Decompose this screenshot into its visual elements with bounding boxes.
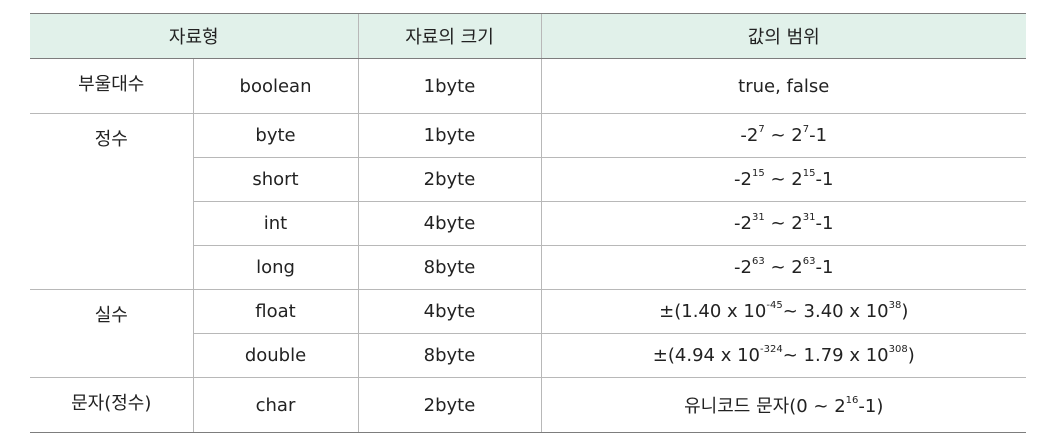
header-type: 자료형 [30, 13, 358, 59]
type-cell: boolean [192, 58, 358, 114]
size-cell: 2byte [357, 377, 541, 433]
range-min: 유니코드 문자(0 ~ 2 [684, 396, 846, 417]
table-row: 부울대수 boolean 1byte true, false [30, 58, 1026, 114]
header-row: 자료형 자료의 크기 값의 범위 [30, 13, 1026, 59]
range-max-suffix: -1) [858, 396, 884, 417]
range-min-exponent: 7 [758, 124, 765, 135]
range-separator: ~ [782, 345, 798, 366]
data-type-table: 자료형 자료의 크기 값의 범위 부울대수 boolean 1byte true… [30, 13, 1026, 433]
header-size: 자료의 크기 [357, 13, 541, 59]
range-cell: -231 ~ 231-1 [540, 201, 1026, 246]
range-cell: 유니코드 문자(0 ~ 216-1) [540, 377, 1026, 433]
range-separator: ~ [770, 257, 786, 278]
range-max-suffix: -1 [815, 257, 834, 278]
range-max-suffix: ) [907, 345, 915, 366]
plus-minus-sign: ± [652, 345, 668, 366]
type-cell: float [192, 289, 358, 334]
type-cell: char [192, 377, 358, 433]
size-cell: 2byte [357, 157, 541, 202]
size-cell: 8byte [357, 245, 541, 290]
range-max-suffix: -1 [815, 213, 834, 234]
table-row: int 4byte -231 ~ 231-1 [30, 201, 1026, 246]
size-cell: 4byte [357, 201, 541, 246]
category-cell: 정수 [30, 113, 194, 290]
range-separator: ~ [770, 125, 786, 146]
category-cell: 부울대수 [30, 58, 194, 114]
range-min: (4.94 x 10 [667, 345, 760, 366]
range-min: (1.40 x 10 [674, 301, 767, 322]
range-min-exponent: 63 [752, 256, 765, 267]
size-cell: 1byte [357, 113, 541, 158]
category-cell: 문자(정수) [30, 377, 194, 433]
type-cell: long [193, 245, 358, 290]
range-cell: -263 ~ 263-1 [540, 245, 1026, 290]
range-max-exponent: 308 [888, 344, 908, 355]
range-cell: ±(1.40 x 10-45~ 3.40 x 1038) [540, 289, 1026, 334]
range-separator: ~ [770, 213, 786, 234]
type-cell: short [193, 157, 358, 202]
range-cell: -27 ~ 27-1 [540, 113, 1026, 158]
table-row: double 8byte ±(4.94 x 10-324~ 1.79 x 103… [30, 333, 1026, 378]
range-separator: ~ [770, 169, 786, 190]
range-max: 2 [791, 169, 803, 190]
size-cell: 4byte [357, 289, 541, 334]
range-separator: ~ [782, 301, 798, 322]
table-row: long 8byte -263 ~ 263-1 [30, 245, 1026, 290]
size-cell: 1byte [357, 58, 541, 114]
type-cell: byte [192, 113, 358, 158]
range-max-exponent: 63 [802, 256, 816, 267]
table-row: 실수 float 4byte ±(1.40 x 10-45~ 3.40 x 10… [30, 289, 1026, 378]
range-max-suffix: -1 [809, 125, 828, 146]
range-max: 2 [791, 125, 803, 146]
range-min-exponent: 31 [752, 212, 765, 223]
range-max: 3.40 x 10 [803, 301, 889, 322]
range-max-exponent: 31 [802, 212, 816, 223]
range-max: 1.79 x 10 [803, 345, 889, 366]
range-min-exponent: -45 [766, 300, 783, 311]
range-min: -2 [734, 213, 752, 234]
header-range: 값의 범위 [540, 13, 1026, 59]
range-max-exponent: 7 [802, 124, 810, 135]
range-max: 2 [791, 257, 803, 278]
category-cell: 실수 [30, 289, 194, 378]
range-min-exponent: 15 [752, 168, 765, 179]
range-min-exponent: -324 [759, 344, 783, 355]
range-max: 2 [791, 213, 803, 234]
table-row: short 2byte -215 ~ 215-1 [30, 157, 1026, 202]
type-cell: int [193, 201, 358, 246]
range-max-suffix: ) [901, 301, 909, 322]
range-cell: true, false [540, 58, 1026, 114]
range-cell: -215 ~ 215-1 [540, 157, 1026, 202]
table-row: 정수 byte 1byte -27 ~ 27-1 [30, 113, 1026, 290]
range-max-exponent: 38 [888, 300, 902, 311]
range-max-exponent: 15 [802, 168, 816, 179]
range-min-exponent: 16 [845, 395, 859, 406]
size-cell: 8byte [357, 333, 541, 378]
range-min: -2 [740, 125, 759, 146]
range-text: true, false [738, 75, 830, 97]
plus-minus-sign: ± [659, 301, 675, 322]
range-cell: ±(4.94 x 10-324~ 1.79 x 10308) [540, 333, 1026, 378]
range-min: -2 [734, 169, 752, 190]
range-min: -2 [734, 257, 752, 278]
table-row: 문자(정수) char 2byte 유니코드 문자(0 ~ 216-1) [30, 377, 1026, 433]
type-cell: double [193, 333, 358, 378]
range-max-suffix: -1 [815, 169, 834, 190]
